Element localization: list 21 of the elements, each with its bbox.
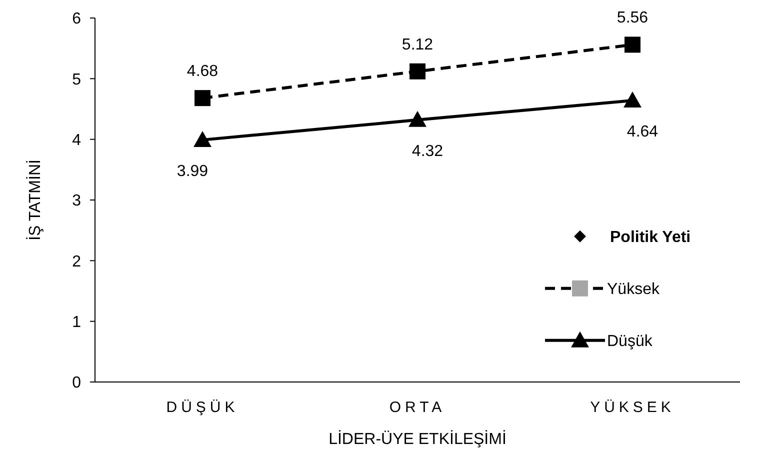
data-label: 5.12: [402, 36, 434, 54]
y-tick-label: 4: [72, 132, 82, 149]
legend-label: Düşük: [607, 333, 654, 350]
data-label: 4.68: [186, 63, 218, 80]
x-tick-label: DÜŞÜK: [166, 399, 239, 416]
y-tick-label: 3: [72, 192, 82, 210]
y-tick-label: 1: [72, 314, 82, 331]
data-label: 4.64: [626, 124, 658, 141]
data-label: 4.32: [412, 142, 444, 160]
y-axis-title: İŞ TATMİNİ: [26, 160, 44, 240]
x-tick-label: YÜKSEK: [590, 399, 675, 416]
y-tick-label: 2: [72, 253, 82, 270]
data-label: 5.56: [616, 10, 648, 27]
x-axis-title: LİDER-ÜYE ETKİLEŞİMİ: [328, 430, 506, 448]
y-tick-label: 0: [72, 374, 82, 392]
legend-title: Politik Yeti: [610, 229, 691, 246]
legend-label: Yüksek: [607, 281, 660, 298]
data-label: 3.99: [176, 162, 208, 180]
y-tick-label: 5: [72, 71, 82, 88]
x-tick-label: ORTA: [389, 399, 446, 416]
y-tick-label: 6: [72, 10, 82, 28]
